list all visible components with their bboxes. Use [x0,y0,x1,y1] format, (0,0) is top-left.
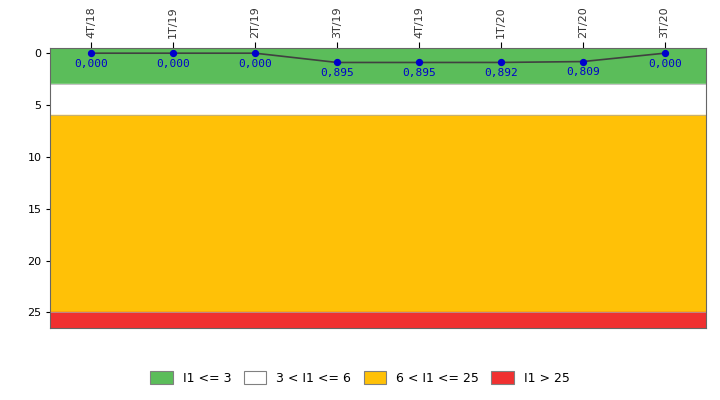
Text: 0,809: 0,809 [566,67,600,77]
Bar [50,312,706,328]
Point [495,59,507,66]
Point [86,50,97,56]
Text: 0,000: 0,000 [156,59,190,69]
Point [331,59,343,66]
Point [168,50,179,56]
Text: 0,000: 0,000 [238,59,272,69]
Bar [50,48,706,84]
Point [249,50,261,56]
Bar [50,116,706,312]
Point [413,59,425,66]
Text: 0,895: 0,895 [320,68,354,78]
Text: 0,000: 0,000 [648,59,682,69]
Bar [50,84,706,116]
Text: 0,000: 0,000 [74,59,108,69]
Legend: I1 <= 3, 3 < I1 <= 6, 6 < I1 <= 25, I1 > 25: I1 <= 3, 3 < I1 <= 6, 6 < I1 <= 25, I1 >… [145,366,575,390]
Text: 0,895: 0,895 [402,68,436,78]
Point [577,58,588,65]
Text: 0,892: 0,892 [484,68,518,78]
Point [659,50,670,56]
